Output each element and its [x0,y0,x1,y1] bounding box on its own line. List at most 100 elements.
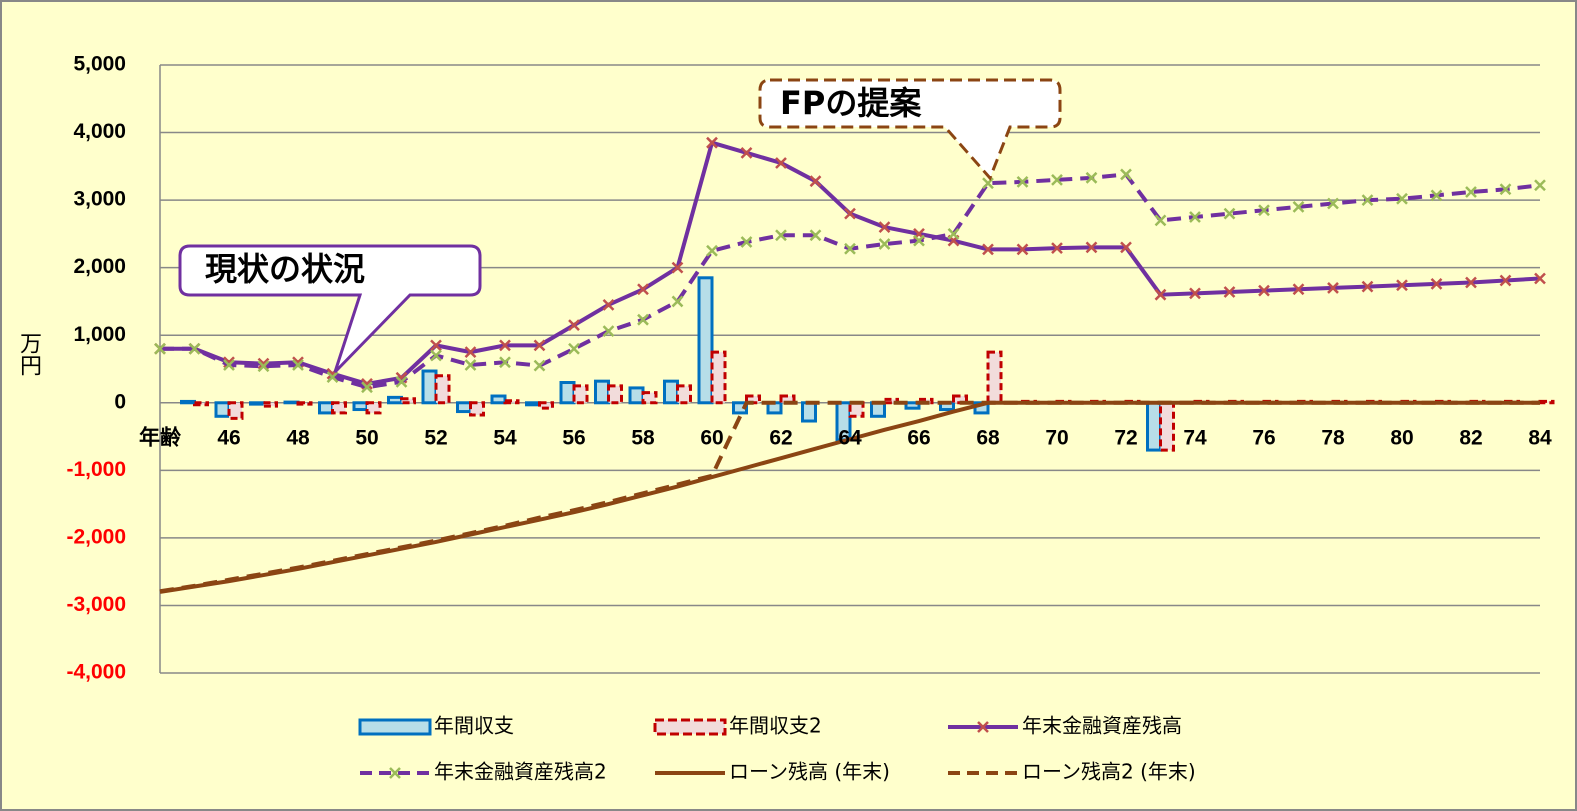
x-tick-label: 72 [1114,426,1137,449]
x-tick-label: 62 [769,426,792,449]
y-tick-label: 2,000 [73,255,126,278]
x-tick-label: 74 [1183,426,1207,449]
marker [1361,194,1374,206]
marker [1223,286,1236,298]
x-tick-label: 70 [1045,426,1068,449]
bar [607,384,623,405]
marker [1258,204,1270,217]
marker [1051,242,1063,254]
marker [1396,279,1408,292]
marker [637,283,649,296]
marker [292,359,304,371]
marker [1499,183,1512,196]
x-tick-label: 46 [217,426,240,449]
marker [1292,283,1305,296]
legend-label: 年間収支 [434,714,514,738]
bar [870,401,886,418]
marker [430,339,442,352]
x-tick-label: 64 [838,426,862,449]
marker [188,342,201,355]
marker [257,360,270,373]
marker [1189,287,1201,300]
marker [1465,276,1477,289]
lines [154,136,1546,594]
grid [159,64,1540,674]
bar [296,401,313,406]
y-tick-label: 3,000 [73,188,126,211]
x-tick-label: 56 [562,426,585,449]
x-tick-label: 82 [1459,426,1482,449]
marker [361,381,373,394]
x-tick-label: 52 [424,426,447,449]
marker [395,375,408,388]
y-tick-label: 1,000 [73,323,126,346]
bar [262,401,278,408]
bar [572,384,589,405]
x-tick-label: 76 [1252,426,1275,449]
marker [878,221,891,234]
bar [283,400,300,405]
bar [249,401,265,406]
bar [1538,399,1555,405]
marker [809,175,822,188]
bar [214,401,231,418]
marker [1258,284,1270,297]
bar [469,401,485,417]
marker [602,325,615,338]
marker [1430,189,1443,202]
bar [594,379,610,405]
legend-label: ローン残高2 (年末) [1022,760,1196,784]
y-tick-label: 0 [114,390,126,413]
x-tick-label: 58 [631,426,655,449]
x-tick-label: 68 [976,426,1000,449]
bar [538,401,554,410]
marker [1499,274,1512,287]
marker [637,313,649,326]
marker [1430,277,1443,290]
x-tick-label: 84 [1528,426,1552,449]
y-tick-label: -2,000 [66,525,126,548]
marker [1120,241,1132,254]
callout-current: 現状の状況 [178,244,482,374]
x-tick-label: 48 [286,426,310,449]
y-tick-label: -1,000 [66,458,126,481]
bar [503,399,520,405]
bar [318,401,334,415]
marker [671,295,684,308]
bar [352,401,369,412]
bar [365,401,382,415]
marker [326,371,339,383]
bar [628,386,645,405]
line [159,400,1540,594]
bar [456,401,472,414]
marker [568,319,580,331]
bar [710,350,727,405]
callout-text: FPの提案 [780,84,922,122]
marker [499,356,511,369]
bar [697,276,714,405]
marker [499,339,511,352]
x-tick-label: 66 [907,426,930,449]
x-tick-label: 50 [355,426,378,449]
marker [464,346,477,358]
bar [559,381,576,405]
marker [775,157,787,169]
bar [525,401,541,407]
marker [1016,175,1029,188]
marker [982,243,994,256]
y-tick-label: -4,000 [66,661,126,684]
bar [1159,401,1175,452]
marker [1223,207,1236,220]
marker [1396,192,1408,205]
legend-label: 年末金融資産残高 [1022,714,1182,738]
marker [1534,272,1546,285]
marker [947,228,960,240]
marker [706,244,718,257]
marker [1016,243,1029,256]
marker [706,136,718,149]
marker [740,146,753,159]
bar [641,391,658,405]
marker [154,342,166,355]
